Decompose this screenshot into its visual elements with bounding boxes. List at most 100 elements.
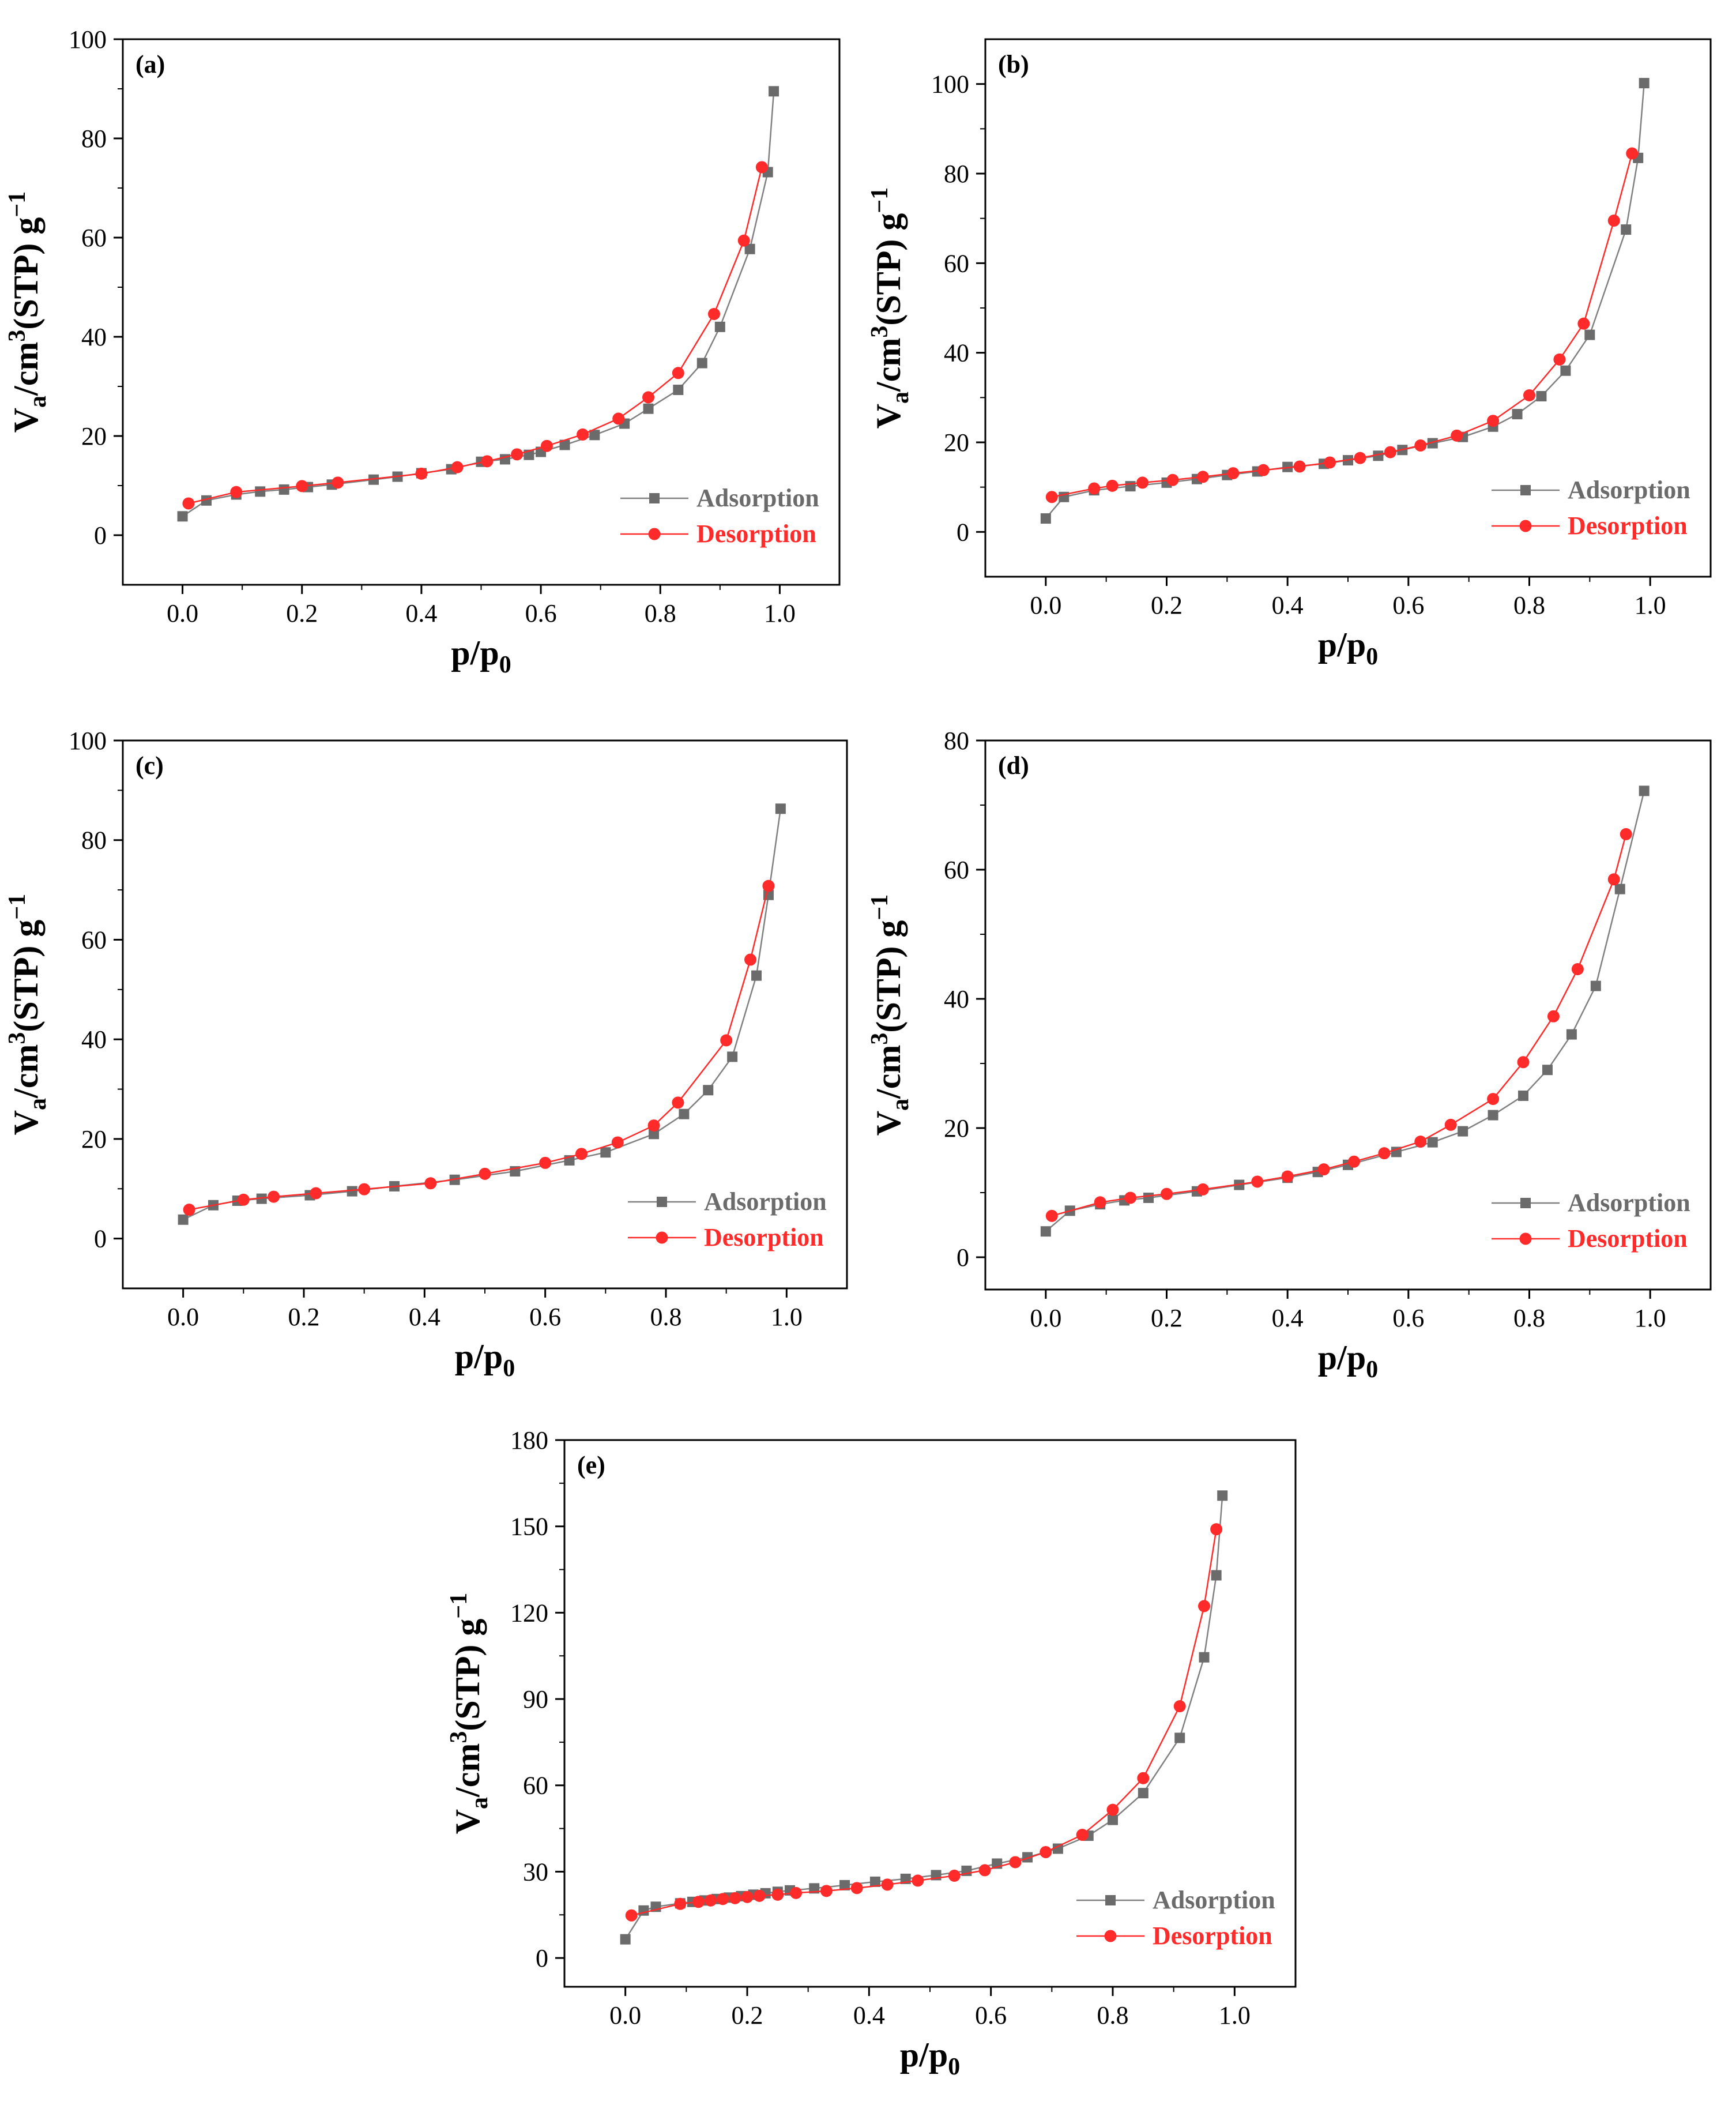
data-point-desorption [1487, 1093, 1500, 1106]
y-axis-label-subscript: a [25, 1098, 51, 1110]
x-tick-label: 1.0 [771, 1303, 803, 1331]
data-point-desorption [1196, 471, 1209, 483]
x-axis-label-subscript: 0 [1366, 1356, 1378, 1383]
data-point-adsorption [1391, 1147, 1402, 1157]
panel-c: 0.0 0.2 0.4 0.6 0.8 1.0020406080100(c)p/p0Va/… [4, 727, 848, 1382]
legend-label-adsorption: Adsorption [1153, 1886, 1275, 1914]
y-axis-label-superscript: 3 [4, 330, 31, 342]
legend-marker-desorption [1519, 1232, 1532, 1245]
data-point-adsorption [1040, 513, 1051, 524]
series-line-desorption [631, 1529, 1217, 1916]
data-point-desorption [1317, 1163, 1330, 1176]
data-point-adsorption [256, 1193, 267, 1204]
data-point-adsorption [368, 474, 379, 485]
data-point-desorption [481, 455, 494, 468]
data-point-desorption [1523, 389, 1535, 401]
x-tick-label: 0.4 [405, 599, 437, 627]
data-point-desorption [1487, 415, 1500, 427]
x-tick-label: 0.4 [409, 1303, 440, 1331]
data-point-adsorption [1584, 329, 1595, 340]
x-tick-label: 1.0 [764, 599, 796, 627]
data-point-desorption [1094, 1196, 1106, 1209]
data-point-adsorption [1639, 78, 1650, 89]
y-axis-label-main: V [7, 1110, 45, 1135]
legend-marker-desorption [1519, 520, 1532, 532]
data-point-desorption [1166, 473, 1179, 486]
legend-label-desorption: Desorption [1153, 1922, 1272, 1950]
series-desorption [1045, 147, 1639, 503]
y-tick-label: 40 [81, 1025, 107, 1054]
x-axis-label-main: p/p [451, 634, 499, 672]
data-point-adsorption [1566, 1029, 1577, 1040]
legend-marker-adsorption [1520, 1198, 1531, 1208]
data-point-desorption [1088, 482, 1101, 495]
x-tick-label: 0.8 [1513, 1304, 1545, 1332]
y-tick-label: 30 [523, 1858, 548, 1886]
y-tick-label: 100 [931, 70, 969, 99]
y-axis-label-main: V [869, 1111, 907, 1136]
y-axis-label-unit-rest: (STP) g [7, 217, 45, 330]
data-point-desorption [358, 1183, 371, 1196]
x-axis-label-subscript: 0 [499, 652, 511, 678]
data-point-adsorption [1138, 1788, 1148, 1799]
legend: Adsorption Desorption [1492, 476, 1690, 540]
data-point-desorption [790, 1886, 803, 1899]
data-point-desorption [737, 234, 750, 247]
data-point-adsorption [1217, 1490, 1228, 1501]
data-point-desorption [771, 1888, 784, 1901]
y-tick-label: 150 [510, 1513, 548, 1541]
legend-label-adsorption: Adsorption [696, 484, 819, 512]
x-tick-label: 1.0 [1635, 591, 1666, 619]
y-axis-label-unit: /cm [869, 338, 907, 392]
data-point-desorption [755, 161, 768, 174]
legend-label-desorption: Desorption [1568, 512, 1688, 540]
y-tick-label: 0 [957, 518, 969, 546]
data-point-desorption [1009, 1856, 1022, 1869]
series-line-desorption [189, 885, 770, 1211]
data-point-adsorption [1022, 1852, 1033, 1863]
data-point-adsorption [1143, 1192, 1154, 1203]
panel-label: (c) [135, 751, 164, 780]
legend-label-desorption: Desorption [1568, 1224, 1688, 1253]
data-point-adsorption [600, 1147, 611, 1158]
y-axis-label-unit: /cm [449, 1743, 487, 1798]
y-tick-label: 40 [944, 985, 969, 1013]
data-point-desorption [707, 307, 720, 320]
series-adsorption [1040, 785, 1650, 1237]
data-point-adsorption [679, 1108, 690, 1119]
data-point-adsorption [775, 803, 786, 814]
panel-label: (a) [135, 50, 165, 78]
data-point-desorption [1137, 1772, 1150, 1784]
data-point-desorption [1620, 828, 1632, 840]
data-point-desorption [415, 467, 428, 480]
legend-marker-adsorption [649, 493, 660, 503]
legend-marker-adsorption [1105, 1895, 1116, 1905]
data-point-adsorption [1427, 438, 1438, 449]
data-point-adsorption [1040, 1226, 1051, 1237]
data-point-desorption [1136, 476, 1149, 489]
y-axis-label-subscript: a [887, 1099, 914, 1111]
data-point-adsorption [703, 1085, 714, 1096]
data-point-desorption [577, 428, 589, 441]
data-point-adsorption [255, 486, 266, 497]
data-point-desorption [451, 461, 464, 473]
data-point-adsorption [1199, 1652, 1210, 1663]
data-point-desorption [753, 1889, 766, 1902]
data-point-desorption [1607, 215, 1620, 227]
y-tick-label: 40 [944, 339, 969, 367]
data-point-desorption [948, 1869, 961, 1882]
data-point-desorption [575, 1148, 588, 1160]
y-axis-label-unit-rest: (STP) g [869, 213, 907, 326]
data-point-adsorption [649, 1129, 660, 1140]
data-point-adsorption [559, 439, 570, 450]
data-point-desorption [1040, 1845, 1052, 1858]
data-point-adsorption [1125, 481, 1136, 492]
y-axis-label-superscript: 3 [446, 1731, 472, 1743]
legend: Adsorption Desorption [620, 484, 819, 548]
series-line-desorption [1052, 153, 1633, 498]
data-point-desorption [268, 1190, 280, 1203]
data-point-desorption [1106, 1803, 1119, 1816]
panel-e: 0.0 0.2 0.4 0.6 0.8 1.00306090120150180(e)p/p… [446, 1426, 1297, 2080]
y-tick-label: 80 [944, 160, 969, 188]
data-point-desorption [729, 1892, 741, 1904]
